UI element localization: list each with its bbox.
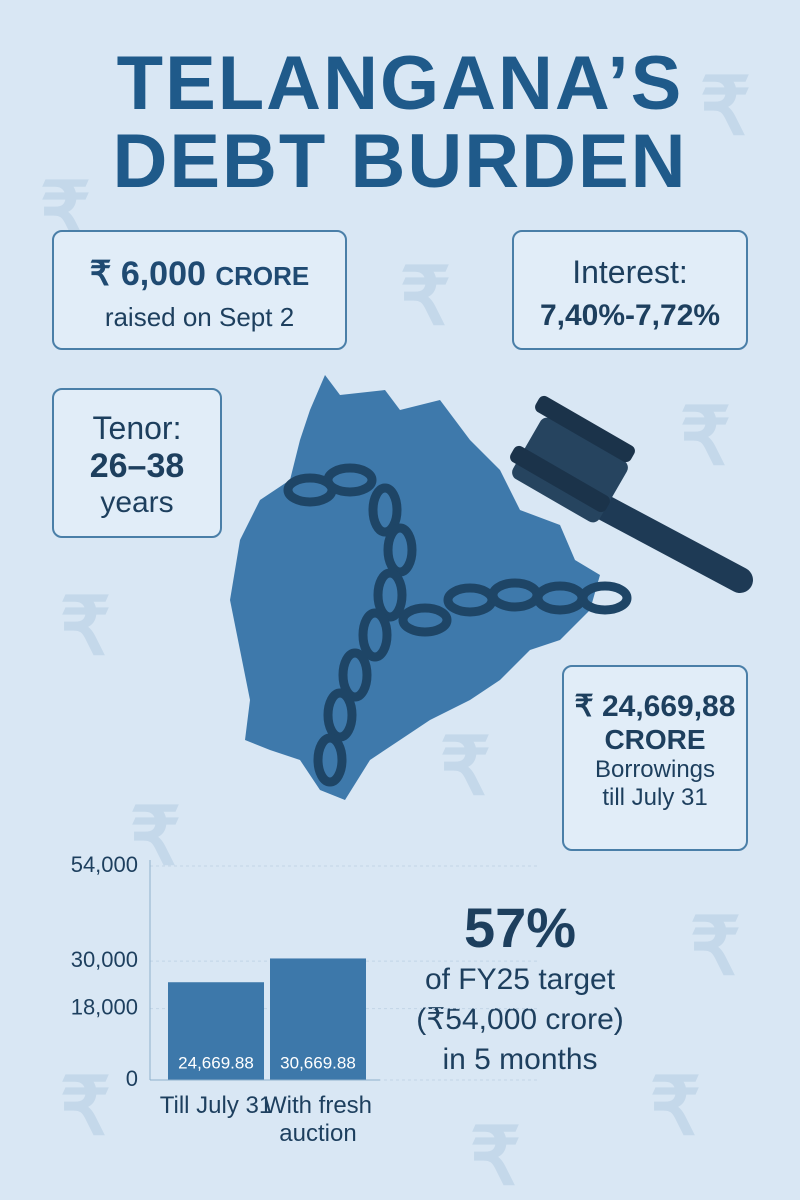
background-symbol: ₹ [60, 582, 111, 671]
background-symbol: ₹ [440, 722, 491, 811]
card-note: till July 31 [602, 784, 708, 811]
background-symbol: ₹ [400, 252, 451, 341]
y-tick-label: 30,000 [71, 947, 138, 972]
card-note: Borrowings [594, 756, 716, 783]
x-tick-label: With fresh auction [263, 1092, 373, 1147]
card-interest: Interest: 7,40%-7,72% [512, 230, 748, 350]
background-symbol: ₹ [650, 1062, 701, 1151]
card-label: Tenor: [92, 410, 182, 446]
stat: 57% of FY25 target (₹54,000 crore) in 5 … [390, 895, 650, 1080]
card-label: Interest: [572, 254, 688, 290]
card-note: raised on Sept 2 [104, 302, 295, 332]
stat-line: of FY25 target [424, 963, 616, 996]
background-symbol: ₹ [130, 792, 181, 881]
y-tick-label: 0 [126, 1066, 138, 1091]
card-tenor: Tenor: 26–38 years [52, 388, 222, 538]
bar [168, 982, 264, 1080]
card-unit: CRORE [215, 261, 310, 291]
card-raised: ₹ 6,000 CRORE raised on Sept 2 [52, 230, 347, 350]
illustration [230, 375, 753, 800]
card-value: 26–38 [89, 447, 185, 485]
y-tick-label: 54,000 [71, 852, 138, 877]
value-label: 30,669.88 [280, 1053, 356, 1072]
value-label: 24,669.88 [178, 1053, 254, 1072]
chain [283, 463, 632, 787]
background-symbol: ₹ [700, 62, 751, 151]
stat-value: 57% [463, 896, 577, 959]
x-tick-label: Till July 31 [159, 1092, 273, 1119]
bar [270, 958, 366, 1080]
title-line: DEBT BURDEN [112, 119, 688, 204]
stat-line: in 5 months [442, 1043, 598, 1076]
bar-chart: 0 18,000 30,000 54,000 24,669.88 30,669.88 [71, 852, 540, 1091]
background-symbol: ₹ [680, 392, 731, 481]
card-borrowings: ₹ 24,669,88 CRORE Borrowings till July 3… [562, 665, 748, 851]
gavel [510, 395, 753, 593]
card-unit: years [100, 486, 174, 519]
background-symbol: ₹ [690, 902, 741, 991]
card-amount: ₹ 6,000 [89, 255, 206, 293]
card-value: 7,40%-7,72% [539, 299, 721, 332]
card-amount: ₹ 24,669,88 [574, 690, 736, 723]
title-line: TELANGANA’S [116, 41, 684, 126]
card-unit: CRORE [604, 724, 706, 755]
y-tick-label: 18,000 [71, 994, 138, 1019]
background-symbol: ₹ [470, 1112, 521, 1200]
background-symbol: ₹ [60, 1062, 111, 1151]
